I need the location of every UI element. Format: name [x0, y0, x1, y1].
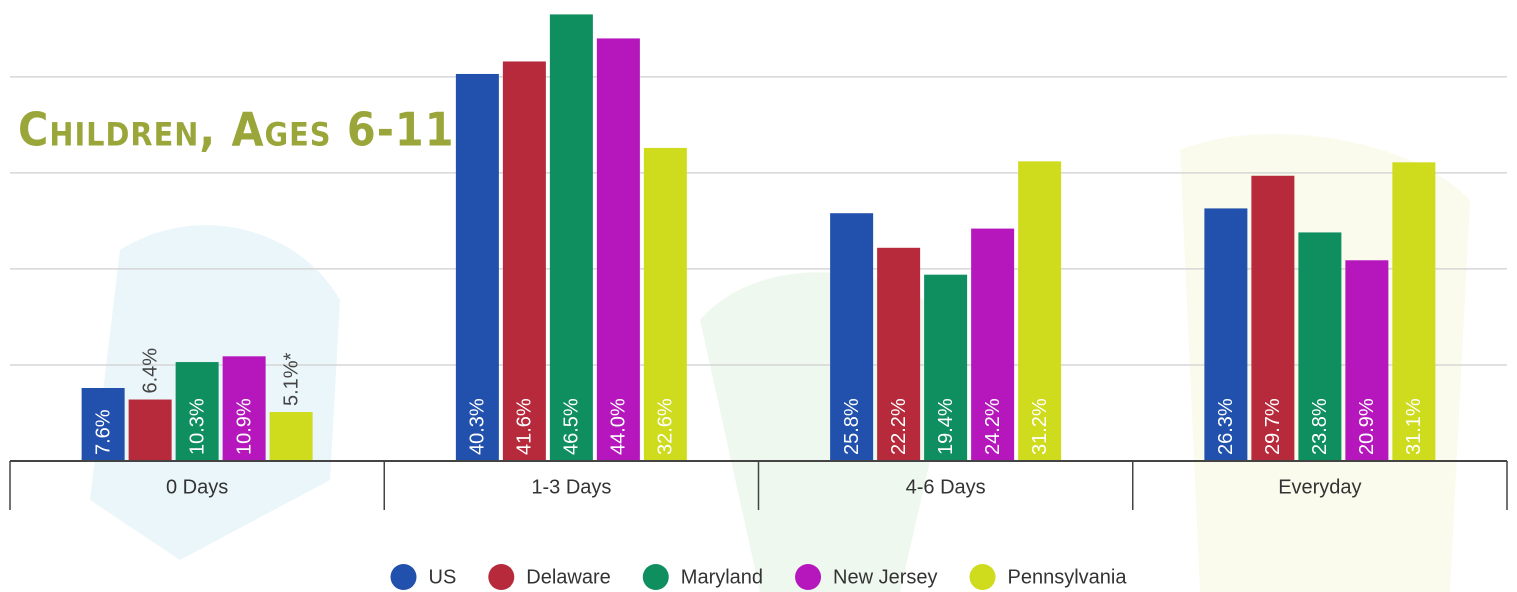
bar [1345, 260, 1389, 461]
legend-swatch [642, 564, 669, 590]
value-label: 20.9% [1356, 398, 1378, 455]
value-label: 22.2% [888, 398, 910, 455]
value-label: 26.3% [1215, 398, 1237, 455]
bar [1298, 232, 1342, 461]
legend-swatch [488, 564, 515, 590]
value-label: 25.8% [841, 398, 863, 455]
value-label: 40.3% [467, 398, 489, 455]
value-label: 10.3% [186, 398, 208, 455]
bar [877, 247, 921, 461]
x-tick-label: Everyday [1278, 476, 1361, 498]
value-label: 6.4% [139, 348, 161, 394]
legend-swatch [969, 564, 996, 590]
bar [455, 73, 499, 461]
value-label: 7.6% [92, 409, 114, 455]
bar [81, 388, 125, 461]
value-label: 24.2% [982, 398, 1004, 455]
bar [830, 213, 874, 461]
bar [643, 147, 687, 461]
legend-label: New Jersey [833, 566, 937, 588]
legend-label: Pennsylvania [1008, 566, 1128, 588]
bar [924, 274, 968, 461]
legend: US Delaware Maryland New Jersey Pennsylvania [390, 564, 1128, 590]
bar [128, 399, 172, 461]
bar [1251, 175, 1295, 461]
value-label: 5.1%* [280, 352, 302, 406]
value-label: 31.1% [1403, 398, 1425, 455]
chart-title: Children, Ages 6-11 [18, 103, 455, 157]
value-label: 46.5% [561, 398, 583, 455]
value-label: 10.9% [233, 398, 255, 455]
value-label: 41.6% [514, 398, 536, 455]
bar [1204, 208, 1248, 461]
bar [1392, 162, 1436, 461]
bar [1018, 161, 1062, 461]
legend-label: Maryland [681, 566, 763, 588]
bar [222, 356, 266, 461]
legend-label: US [429, 566, 457, 588]
legend-swatch [390, 564, 417, 590]
value-label: 31.2% [1029, 398, 1051, 455]
legend-swatch [795, 564, 822, 590]
value-label: 44.0% [608, 398, 630, 455]
bar [269, 412, 313, 461]
value-label: 23.8% [1309, 398, 1331, 455]
value-label: 32.6% [655, 398, 677, 455]
value-label: 29.7% [1262, 398, 1284, 455]
bar [971, 228, 1015, 461]
bar [502, 61, 546, 461]
value-label: 19.4% [935, 398, 957, 455]
bar [175, 362, 219, 461]
x-tick-label: 0 Days [166, 476, 228, 498]
x-tick-label: 1-3 Days [531, 476, 611, 498]
legend-label: Delaware [526, 566, 610, 588]
bar [596, 38, 640, 462]
x-tick-label: 4-6 Days [906, 476, 986, 498]
bar [549, 14, 593, 461]
